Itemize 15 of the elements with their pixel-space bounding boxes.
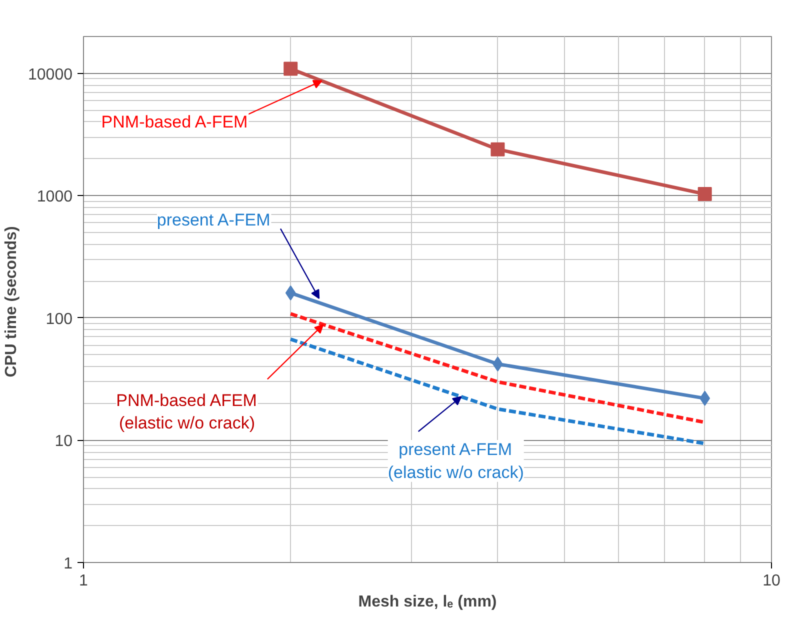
y-tick-label: 10 [54, 433, 73, 450]
y-tick-label: 100 [46, 310, 73, 328]
annotation: PNM-based AFEM (elastic w/o crack) [116, 390, 257, 433]
annotation: present A-FEM (elastic w/o crack) [388, 440, 524, 482]
x-axis-title: Mesh size, lₑ (mm) [358, 594, 497, 610]
annotation: present A-FEM [156, 210, 270, 230]
point [284, 62, 298, 76]
point [490, 142, 505, 156]
y-tick-label: 1000 [36, 188, 73, 206]
y-tick-label: 1 [64, 556, 73, 572]
point [285, 285, 296, 300]
y-tick-label: 10000 [28, 66, 73, 84]
y-axis-title: CPU time (seconds) [3, 226, 20, 378]
point [698, 187, 712, 202]
annotation: PNM-based A-FEM [101, 112, 248, 132]
